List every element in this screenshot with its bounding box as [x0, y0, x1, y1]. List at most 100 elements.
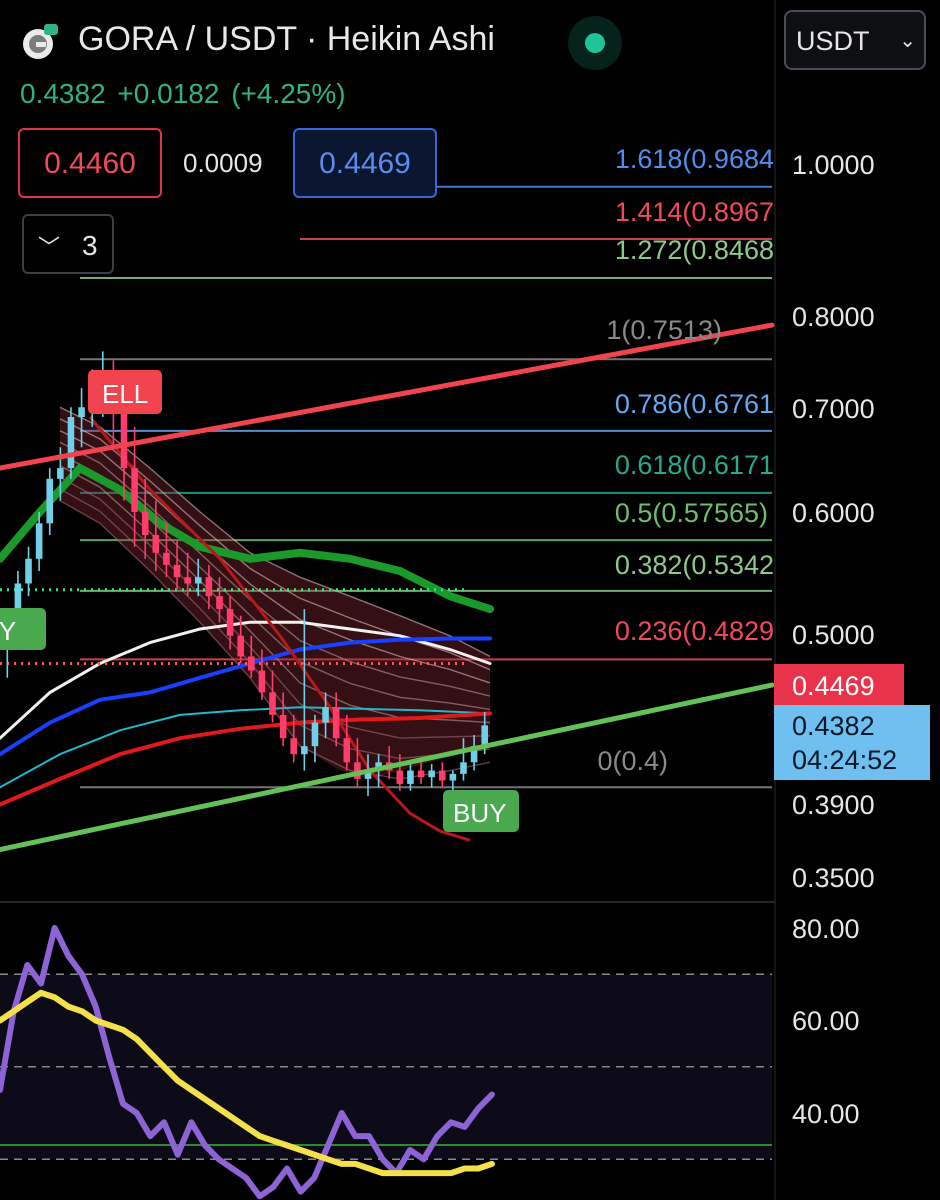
- symbol-title[interactable]: GORA / USDT · Heikin Ashi: [78, 20, 495, 58]
- candle-body: [311, 722, 319, 747]
- buy-signal-marker-partial: UY: [0, 608, 46, 650]
- candle-body: [163, 552, 170, 565]
- candle-body: [184, 577, 191, 584]
- candle-body: [470, 746, 478, 763]
- ma-ribbon: [59, 406, 491, 780]
- price-tick: 0.5000: [792, 620, 875, 650]
- price-tick: 0.3500: [792, 863, 875, 893]
- ma-red: [0, 711, 492, 807]
- fib-label: 0.786(0.6761: [614, 389, 774, 419]
- candle-body: [46, 478, 54, 524]
- price-tick: 0.7000: [792, 394, 875, 424]
- oscillator-pane: [0, 925, 772, 1200]
- fib-label: 1.414(0.8967: [614, 197, 774, 227]
- gora-logo-icon: [23, 24, 58, 59]
- candle-body: [35, 523, 43, 559]
- last-price-tag: 0.4382 04:24:52: [774, 705, 930, 780]
- candle-body: [290, 738, 298, 755]
- fib-labels: 1.618(0.9684 1.414(0.8967 1.272(0.8468 1…: [560, 140, 774, 790]
- buy-signal-label: UY: [0, 616, 17, 646]
- buy-price: 0.4469: [319, 147, 411, 180]
- sell-price: 0.4460: [44, 147, 136, 180]
- candle-body: [417, 770, 425, 778]
- fib-label: 1.272(0.8468: [614, 235, 774, 265]
- indicator-count: 3: [82, 230, 98, 261]
- candle-body: [25, 558, 32, 584]
- change-pct: (+4.25%): [231, 78, 346, 109]
- price-tick: 0.3900: [792, 790, 875, 820]
- candle-body: [57, 468, 64, 479]
- candle-body: [460, 762, 467, 774]
- ma-green: [0, 463, 494, 614]
- signal-dots: [0, 588, 465, 665]
- candle-body: [194, 577, 202, 584]
- candle-body: [269, 692, 276, 715]
- trendlines: [0, 322, 775, 852]
- price-summary: 0.4382 +0.0182 (+4.25%): [20, 78, 346, 110]
- ma-cyan: [0, 706, 491, 789]
- candle-body: [205, 577, 213, 597]
- indicators-toggle-button[interactable]: ﹀ 3: [22, 214, 114, 274]
- ribbon-line: [59, 476, 491, 739]
- candle-body: [301, 746, 308, 755]
- candle-body: [343, 738, 351, 763]
- candle-body: [14, 583, 22, 623]
- current-price-value: 0.4469: [792, 671, 875, 701]
- fib-label: 0.236(0.4829: [614, 616, 774, 646]
- candle-body: [396, 770, 404, 784]
- candle-body: [481, 725, 488, 747]
- candle-body: [248, 656, 255, 671]
- candle-body: [237, 635, 244, 657]
- change-abs: +0.0182: [117, 78, 220, 109]
- market-status-icon: [568, 16, 622, 70]
- candle-body: [152, 534, 160, 553]
- candle-body: [131, 468, 138, 512]
- osc-tick: 40.00: [792, 1099, 860, 1129]
- candle-body: [67, 417, 75, 469]
- candle-body: [226, 609, 234, 636]
- chevron-down-icon: ⌄: [899, 30, 916, 52]
- candle-body: [279, 714, 287, 739]
- trendline: [0, 322, 775, 471]
- price-tick: 0.8000: [792, 302, 875, 332]
- sell-signal-label: ELL: [102, 379, 149, 409]
- sell-signal-marker: ELL: [88, 370, 162, 414]
- fib-label: 0.5(0.57565): [614, 498, 768, 528]
- grid: [0, 0, 776, 1200]
- fib-label: 0(0.4): [597, 746, 668, 776]
- candle-body: [354, 762, 361, 779]
- ribbon-fill: [60, 407, 490, 779]
- trendline: [0, 682, 775, 852]
- candle-body: [428, 770, 435, 778]
- buy-signal-label: BUY: [453, 798, 507, 828]
- osc-tick: 80.00: [792, 914, 860, 944]
- osc-line: [0, 925, 495, 1200]
- last-price: 0.4382: [20, 78, 106, 109]
- fib-label: 0.382(0.5342: [614, 550, 774, 580]
- currency-value: USDT: [796, 26, 870, 56]
- fib-label: 1.618(0.9684: [614, 144, 774, 174]
- candle-body: [438, 770, 446, 781]
- current-price-tag: 0.4469: [774, 664, 904, 706]
- ribbon-line: [59, 441, 491, 697]
- chevron-down-icon: ﹀: [38, 235, 61, 260]
- candle-body: [173, 564, 181, 578]
- spread-value: 0.0009: [183, 148, 263, 178]
- lower-band: [88, 416, 471, 842]
- sell-button[interactable]: 0.4460: [18, 128, 162, 198]
- buy-signal-marker: BUY: [443, 790, 519, 832]
- candle-body: [322, 707, 329, 723]
- candle-body: [449, 773, 457, 781]
- bar-countdown: 04:24:52: [792, 745, 898, 775]
- price-tick: 0.6000: [792, 498, 875, 528]
- fib-label: 1(0.7513): [606, 315, 722, 345]
- last-price-value: 0.4382: [792, 711, 875, 741]
- price-tick: 1.0000: [792, 150, 875, 180]
- currency-select[interactable]: USDT ⌄: [784, 10, 926, 70]
- fib-label: 0.618(0.6171: [614, 450, 774, 480]
- candle-body: [216, 596, 223, 610]
- ribbon-line: [59, 429, 491, 684]
- candle-body: [120, 407, 128, 469]
- buy-button[interactable]: 0.4469: [293, 128, 437, 198]
